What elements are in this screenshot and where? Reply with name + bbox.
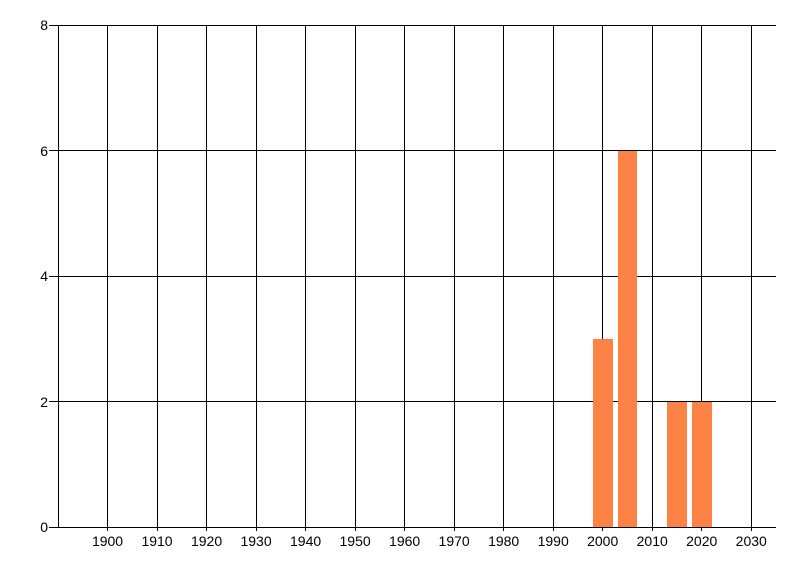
x-tick-label: 1910 bbox=[141, 533, 173, 549]
y-tick-label: 4 bbox=[40, 268, 48, 284]
x-gridline bbox=[354, 25, 356, 531]
x-gridline bbox=[453, 25, 455, 531]
y-tick-label: 2 bbox=[40, 393, 48, 410]
x-tick-label: 1960 bbox=[389, 533, 421, 549]
y-axis-line bbox=[58, 25, 59, 527]
x-tick-label: 1900 bbox=[91, 533, 124, 549]
x-tick-label: 1950 bbox=[339, 533, 371, 549]
x-axis-line bbox=[49, 526, 776, 528]
x-tick-label: 2030 bbox=[735, 533, 767, 549]
x-gridline bbox=[750, 25, 752, 531]
y-tick-label: 0 bbox=[40, 519, 48, 535]
y-tick-label: 6 bbox=[40, 142, 48, 159]
y-gridline bbox=[49, 401, 776, 402]
x-gridline bbox=[206, 25, 208, 531]
x-tick-label: 1980 bbox=[488, 533, 520, 549]
bar bbox=[667, 401, 687, 527]
bar bbox=[592, 338, 613, 527]
x-tick-label: 2010 bbox=[636, 533, 668, 549]
x-gridline bbox=[255, 25, 257, 531]
x-gridline bbox=[701, 25, 703, 531]
x-tick-label: 1990 bbox=[537, 533, 569, 549]
y-gridline bbox=[49, 24, 776, 26]
y-gridline bbox=[49, 150, 776, 151]
x-tick-label: 1930 bbox=[240, 533, 272, 549]
x-gridline bbox=[552, 25, 554, 531]
y-gridline bbox=[49, 275, 776, 277]
x-tick-label: 2000 bbox=[587, 533, 619, 549]
x-tick-label: 1940 bbox=[290, 533, 322, 549]
x-gridline bbox=[503, 25, 505, 531]
x-gridline bbox=[404, 25, 406, 531]
x-gridline bbox=[602, 25, 604, 531]
bar bbox=[617, 150, 638, 527]
x-tick-label: 2020 bbox=[686, 533, 718, 549]
x-gridline bbox=[305, 25, 307, 531]
bar bbox=[691, 401, 712, 527]
y-tick-label: 8 bbox=[40, 17, 48, 33]
x-tick-label: 1920 bbox=[190, 533, 223, 549]
x-tick-label: 1970 bbox=[438, 533, 470, 549]
x-gridline bbox=[107, 25, 109, 531]
x-gridline bbox=[156, 25, 158, 531]
x-gridline bbox=[651, 25, 653, 531]
